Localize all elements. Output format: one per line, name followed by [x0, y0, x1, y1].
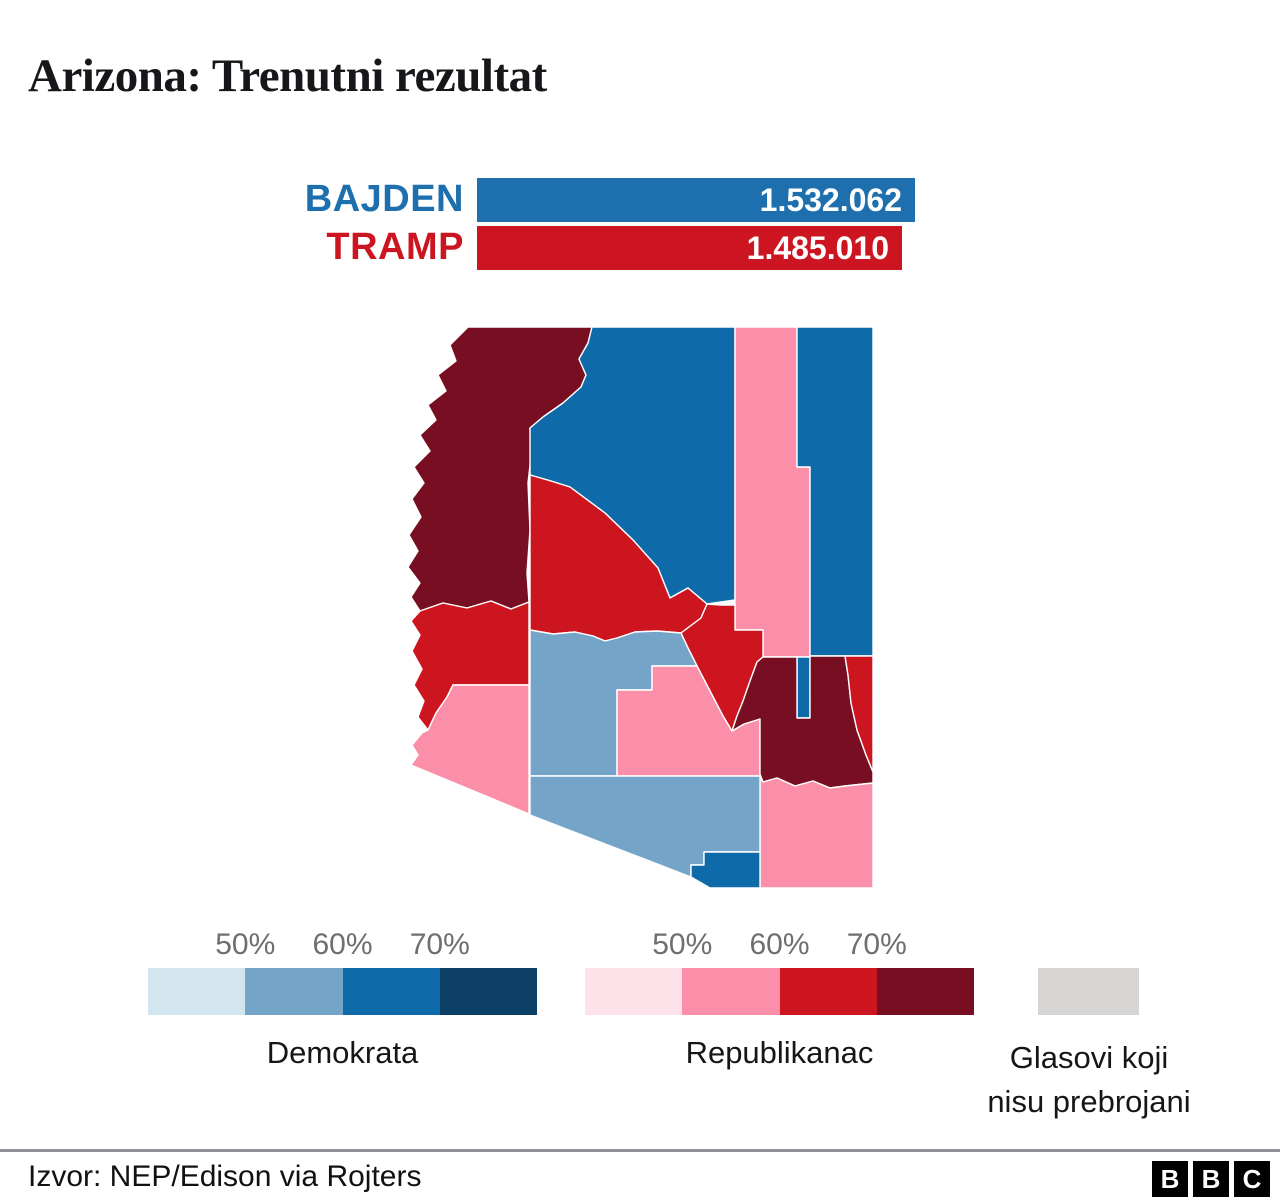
legend-color-scale-democrat: [148, 968, 537, 1015]
legend-color-scale-republican: [585, 968, 974, 1015]
bbc-logo-block: B: [1152, 1161, 1188, 1197]
legend-swatch: [439, 968, 537, 1015]
vote-bar: 1.532.062: [477, 178, 915, 222]
legend-swatch: [245, 968, 343, 1015]
legend-swatch: [779, 968, 877, 1015]
legend-republican: 50% 60% 70% Republikanac: [585, 922, 974, 1071]
footer-divider: [0, 1149, 1280, 1152]
arizona-county-map: [405, 325, 875, 890]
candidate-name: TRAMP: [326, 226, 464, 268]
results-bar-chart: BAJDEN 1.532.062 TRAMP 1.485.010: [0, 178, 1280, 274]
legend-tick: 60%: [312, 928, 373, 961]
legend-tick: 50%: [652, 928, 713, 961]
county-yuma: [410, 684, 530, 815]
candidate-row-tramp: TRAMP 1.485.010: [0, 226, 1280, 270]
legend-swatch: [682, 968, 780, 1015]
legend-uncounted-swatch: [1038, 968, 1139, 1015]
source-credit: Izvor: NEP/Edison via Rojters: [28, 1160, 422, 1193]
legend-tick: 50%: [215, 928, 276, 961]
legend-ticks-democrat: 50% 60% 70%: [148, 922, 537, 968]
bbc-logo-block: B: [1193, 1161, 1229, 1197]
county-santa-cruz: [690, 851, 761, 889]
legend-tick: 70%: [409, 928, 470, 961]
vote-bar: 1.485.010: [477, 226, 902, 270]
county-greenlee: [844, 655, 874, 773]
legend-swatch: [876, 968, 974, 1015]
candidate-row-bajden: BAJDEN 1.532.062: [0, 178, 1280, 222]
legend-label-republican: Republikanac: [685, 1035, 874, 1070]
legend-swatch: [342, 968, 440, 1015]
legend-swatch: [148, 968, 246, 1015]
page-title: Arizona: Trenutni rezultat: [28, 50, 547, 103]
county-cochise: [759, 776, 874, 889]
legend-tick: 60%: [749, 928, 810, 961]
candidate-name: BAJDEN: [304, 178, 464, 220]
legend-swatch: [585, 968, 683, 1015]
bbc-logo-block: C: [1234, 1161, 1270, 1197]
legend-uncounted-label: Glasovi koji nisu prebrojani: [987, 1040, 1191, 1120]
legend-tick: 70%: [846, 928, 907, 961]
legend-ticks-republican: 50% 60% 70%: [585, 922, 974, 968]
legend-democrat: 50% 60% 70% Demokrata: [148, 922, 537, 1071]
legend-label-democrat: Demokrata: [266, 1035, 419, 1070]
